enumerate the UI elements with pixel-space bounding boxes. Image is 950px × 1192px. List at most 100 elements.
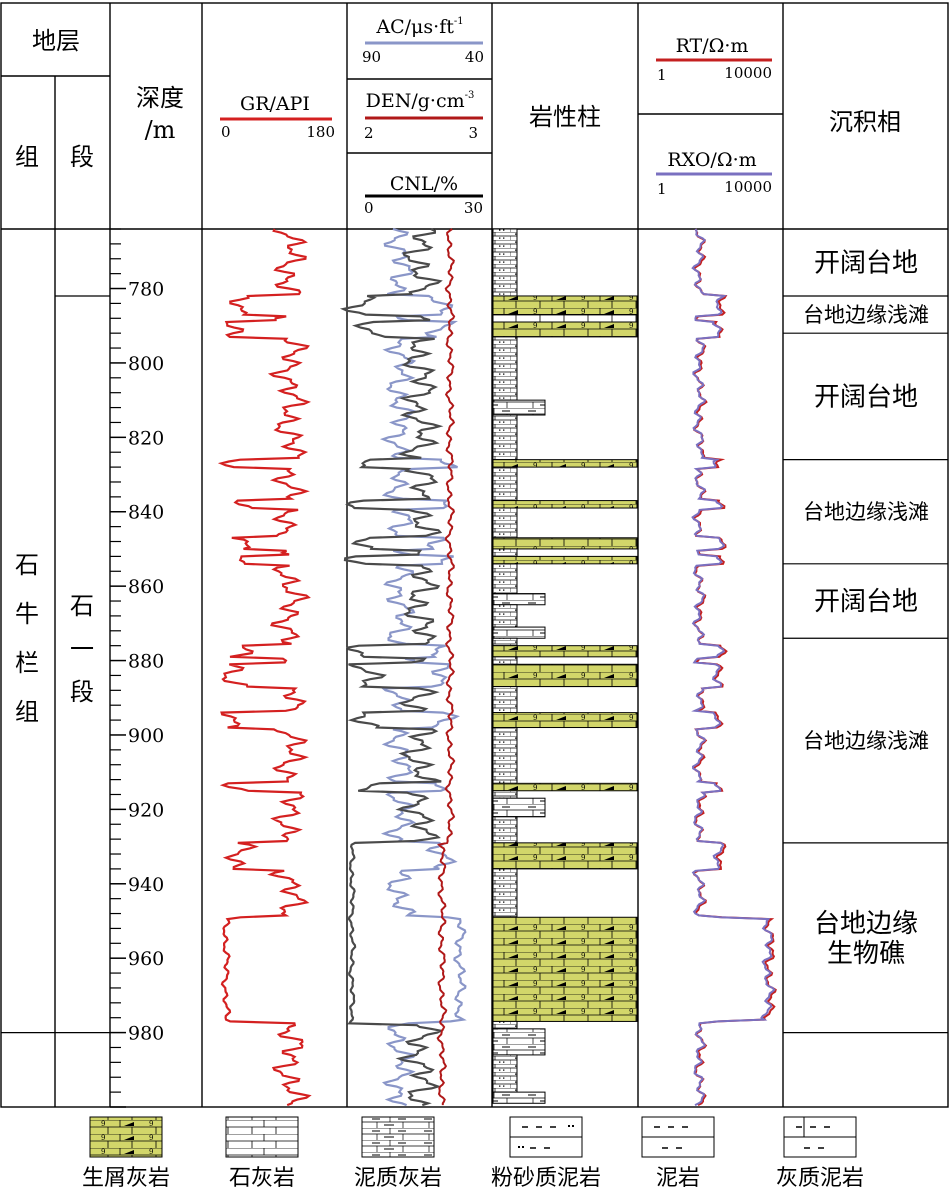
header-formation: 组 xyxy=(15,143,39,171)
lithology-bed-siltstone_mudstone xyxy=(492,790,518,799)
depth-axis: 780 800 820 840 860 880 900 920 940 960 980 xyxy=(110,228,164,1108)
lithology-bed-bioclastic xyxy=(492,842,638,870)
ac-label: AC/μs·ft xyxy=(375,16,454,38)
header-member: 段 xyxy=(70,143,94,171)
legend-swatch-dash xyxy=(796,1126,830,1149)
den-min: 2 xyxy=(364,124,374,142)
formation-name-char: 组 xyxy=(15,698,39,726)
gr-label: GR/API xyxy=(240,93,310,115)
lithology-bed-bioclastic xyxy=(492,645,638,658)
depth-label: 820 xyxy=(128,427,164,449)
facies-label: 生物礁 xyxy=(827,939,905,969)
lithology-bed-bioclastic xyxy=(492,916,638,1022)
member-name-char: 一 xyxy=(70,635,94,663)
rt-min: 1 xyxy=(657,66,667,84)
lithology-bed-siltstone_mudstone xyxy=(492,414,518,461)
cnl-max: 30 xyxy=(464,199,483,217)
depth-label: 940 xyxy=(128,874,164,896)
formation-name-char: 栏 xyxy=(15,649,39,677)
lithology-bed-argillaceous_limestone xyxy=(492,1091,546,1104)
lithology-bed-siltstone_mudstone xyxy=(492,336,518,401)
den-curve xyxy=(436,228,456,1106)
header-facies: 沉积相 xyxy=(829,108,901,136)
header-strata: 地层 xyxy=(32,27,80,55)
cnl-label: CNL/% xyxy=(390,173,458,195)
lithology-bed-bioclastic xyxy=(492,321,638,338)
den-max: 3 xyxy=(468,124,478,142)
lithology-bed-siltstone_mudstone xyxy=(492,507,518,539)
ac-curve xyxy=(379,227,467,1107)
lithology-bed-siltstone_mudstone xyxy=(492,816,518,844)
lithology-bed-siltstone_mudstone xyxy=(492,466,518,502)
lithology-legend: 生屑灰岩 石灰岩 泥质灰岩 粉砂质泥岩 泥岩 灰质泥岩 xyxy=(82,1116,864,1191)
gr-curve xyxy=(217,228,312,1107)
lithology-bed-argillaceous_limestone xyxy=(492,626,546,639)
lithology-bed-bioclastic xyxy=(492,712,638,729)
log-curves xyxy=(217,227,777,1107)
depth-label: 960 xyxy=(128,948,164,970)
depth-label: 900 xyxy=(128,725,164,747)
legend-label-bioclastic: 生屑灰岩 xyxy=(82,1166,170,1191)
legend-label-calcareous_mudstone: 灰质泥岩 xyxy=(776,1166,864,1191)
lithology-bed-bioclastic xyxy=(492,500,638,509)
lithology-bed-siltstone_mudstone xyxy=(492,604,518,628)
facies-label: 开阔台地 xyxy=(814,249,918,279)
lithology-bed-siltstone_mudstone xyxy=(492,563,518,595)
facies-label: 台地边缘浅滩 xyxy=(803,729,929,753)
facies-label: 台地边缘 xyxy=(814,909,918,939)
rt-label: RT/Ω·m xyxy=(676,35,749,57)
lithology-column xyxy=(492,228,638,1104)
lithology-bed-bioclastic xyxy=(492,295,638,316)
depth-label: 780 xyxy=(128,279,164,301)
depth-label: 840 xyxy=(128,502,164,524)
header-depth: 深度 xyxy=(136,84,184,112)
depth-label: 880 xyxy=(128,651,164,673)
den-label: DEN/g·cm xyxy=(366,90,465,112)
facies-label: 台地边缘浅滩 xyxy=(803,500,929,524)
lithology-bed-siltstone_mudstone xyxy=(492,1054,518,1093)
lithology-bed-bioclastic xyxy=(492,555,638,565)
svg-text:DEN/g·cm-3: DEN/g·cm-3 xyxy=(366,90,475,112)
rxo-min: 1 xyxy=(657,180,667,198)
lithology-bed-argillaceous_limestone xyxy=(492,593,546,606)
gr-min: 0 xyxy=(221,123,231,141)
lithology-bed-argillaceous_limestone xyxy=(492,399,546,416)
legend-label-limestone: 石灰岩 xyxy=(229,1166,295,1191)
facies-label: 台地边缘浅滩 xyxy=(803,303,929,327)
svg-text:AC/μs·ft-1: AC/μs·ft-1 xyxy=(375,16,463,38)
lithology-bed-siltstone_mudstone xyxy=(492,637,518,647)
lithology-bed-argillaceous_limestone xyxy=(492,1028,546,1056)
depth-label: 860 xyxy=(128,576,164,598)
legend-swatch-dash xyxy=(654,1126,688,1149)
lithology-bed-siltstone_mudstone xyxy=(492,548,518,557)
den-header: DEN/g·cm-3 2 3 xyxy=(364,90,483,142)
rxo-curve xyxy=(691,228,776,1106)
ac-sup: -1 xyxy=(454,16,464,27)
depth-label: 800 xyxy=(128,353,164,375)
lithology-bed-limestone xyxy=(492,314,638,323)
rt-max: 10000 xyxy=(724,64,772,82)
rxo-label: RXO/Ω·m xyxy=(667,149,756,171)
member-name-char: 石 xyxy=(70,592,94,620)
formation-name-char: 石 xyxy=(15,551,39,579)
header-lithology: 岩性柱 xyxy=(529,103,601,131)
legend-label-argillaceous_limestone: 泥质灰岩 xyxy=(354,1166,442,1191)
legend-label-silty_mudstone: 粉砂质泥岩 xyxy=(491,1166,601,1191)
lithology-bed-siltstone_mudstone xyxy=(492,686,518,714)
den-sup: -3 xyxy=(465,90,475,101)
legend-swatch-dash xyxy=(522,1126,556,1149)
ac-header: AC/μs·ft-1 90 40 xyxy=(362,16,484,66)
member-name-char: 段 xyxy=(70,678,94,706)
log-header xyxy=(0,2,949,1108)
ac-min: 90 xyxy=(362,48,381,66)
cnl-min: 0 xyxy=(364,199,374,217)
header-depth-unit: /m xyxy=(145,116,176,144)
lithology-bed-bioclastic xyxy=(492,459,638,468)
lithology-bed-bioclastic xyxy=(492,782,638,792)
lithology-bed-siltstone_mudstone xyxy=(492,868,518,918)
lithology-bed-argillaceous_limestone xyxy=(492,797,546,818)
legend-swatch-limestone xyxy=(225,1116,299,1158)
facies-label: 开阔台地 xyxy=(814,587,918,617)
